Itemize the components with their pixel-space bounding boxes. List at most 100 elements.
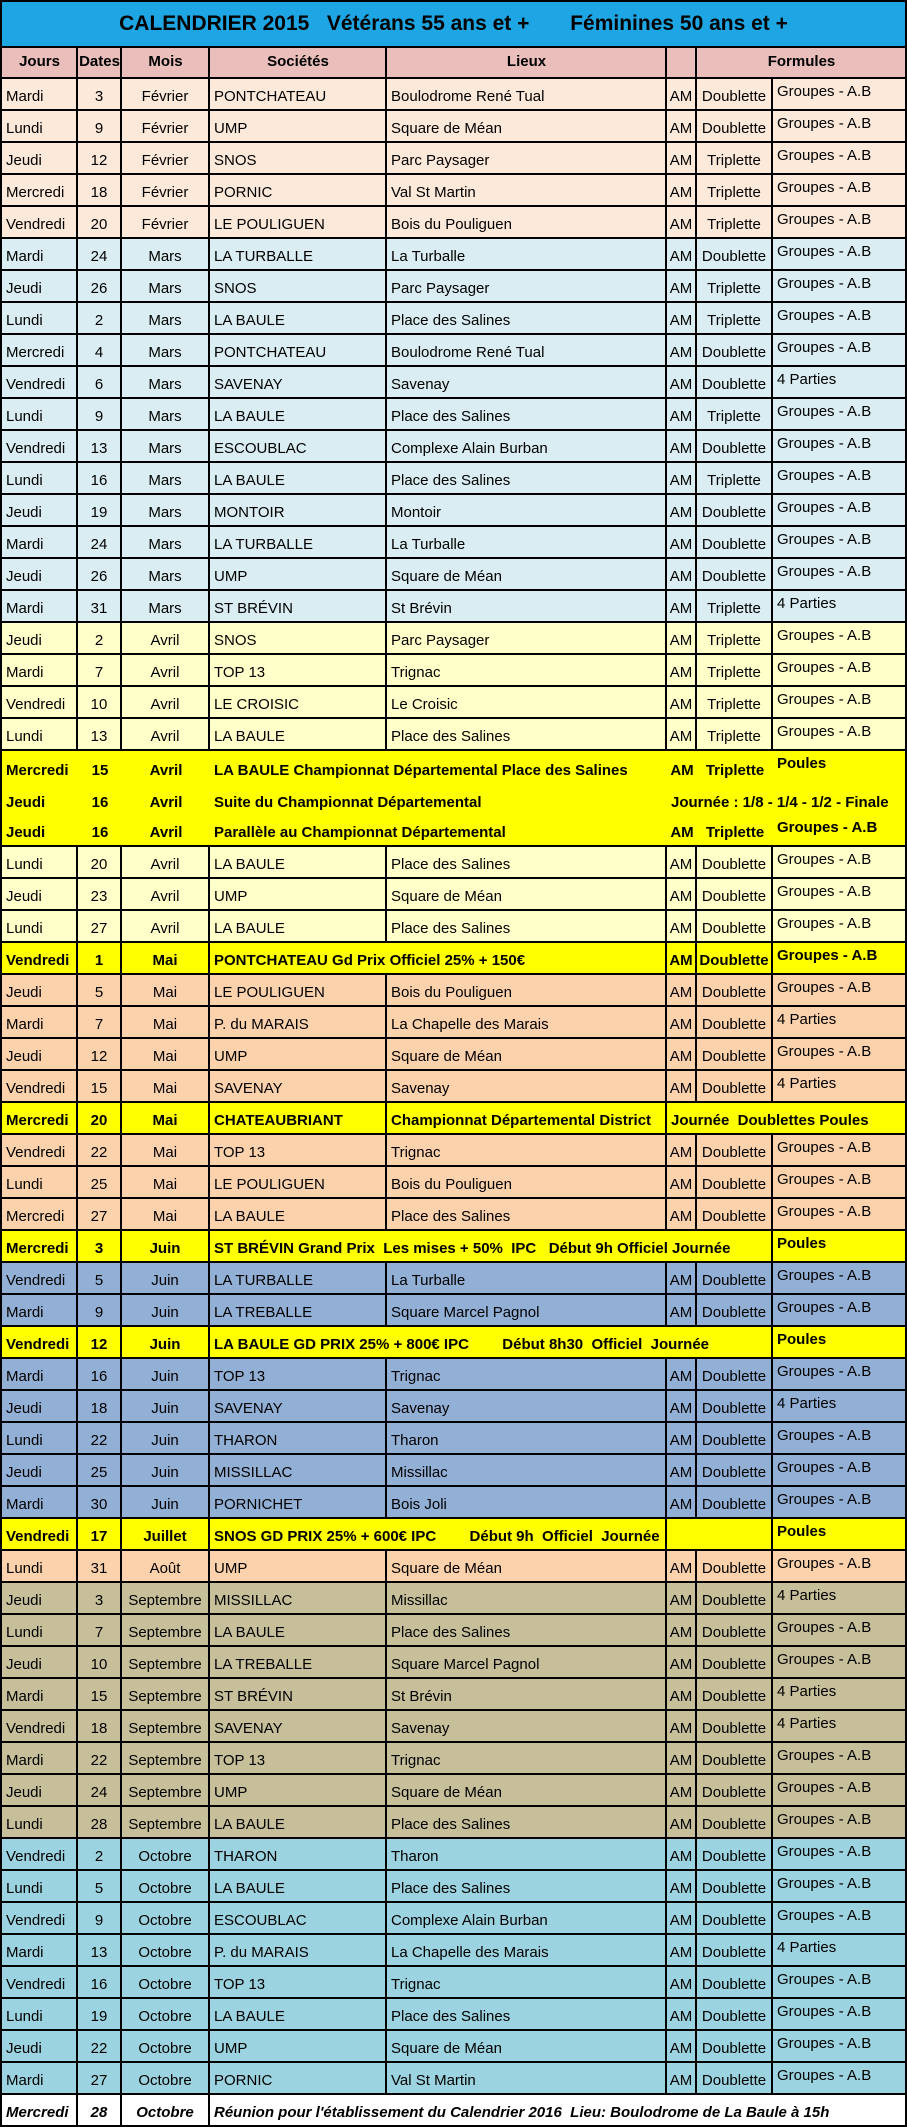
cell-date: 23 [78,879,122,909]
cell-venue: Place des Salines [387,1807,667,1837]
cell-month: Octobre [122,1871,210,1901]
event-row: Mercredi 20 Mai CHATEAUBRIANT Championnat Dé… [2,1103,905,1135]
cell-venue: Place des Salines [387,399,667,429]
header-jours: Jours [2,48,78,77]
cell-month: Février [122,143,210,173]
cell-date: 31 [78,591,122,621]
cell-date: 9 [78,1903,122,1933]
cell-date: 16 [91,794,109,811]
cell-month: Février [122,79,210,109]
cell-formula: Doublette [697,1007,773,1037]
cell-am: AM [667,431,697,461]
cell-month: Septembre [122,1583,210,1613]
cell-date: 16 [91,824,109,841]
cell-day: Lundi [2,111,78,141]
cell-venue: Square de Méan [387,2031,667,2061]
table-row: Lundi 9 Mars LA BAULE Place des Salines AM Tri… [2,399,905,431]
cell-month: Mars [122,431,210,461]
cell-month: Avril [149,794,183,811]
cell-groups: Groupes - A.B [777,1491,872,1508]
cell-groups: Groupes - A.B [777,563,872,580]
cell-club: UMP [210,1551,387,1581]
cell-formula: Doublette [697,1263,773,1293]
cell-month: Mars [122,303,210,333]
cell-date: 18 [78,1711,122,1741]
cell-month: Octobre [122,2063,210,2093]
cell-formula: Triplette [697,303,773,333]
cell-groups: Groupes - A.B [777,339,872,356]
cell-am: AM [667,303,697,333]
cell-venue: Savenay [387,1391,667,1421]
cell-month: Juin [122,1295,210,1325]
cell-month: Juin [122,1391,210,1421]
cell-date: 26 [78,559,122,589]
cell-am: AM [667,463,697,493]
cell-month: Avril [122,847,210,877]
cell-groups: Groupes - A.B [777,211,872,228]
cell-day: Mardi [2,239,78,269]
cell-am: AM [667,1583,697,1613]
cell-month: Septembre [122,1743,210,1773]
cell-date: 6 [78,367,122,397]
cell-club: LA BAULE [210,1999,387,2029]
cell-formula: Doublette [697,527,773,557]
cell-club: LA TURBALLE [210,1263,387,1293]
cell-day: Mardi [2,591,78,621]
cell-am: AM [667,1135,697,1165]
cell-groups: Groupes - A.B [777,819,878,836]
cell-date: 15 [78,1071,122,1101]
cell-formula: Doublette [697,1871,773,1901]
cell-day: Lundi [2,399,78,429]
cell-venue: Trignac [387,1743,667,1773]
cell-date: 12 [78,1039,122,1069]
cell-venue: Missillac [387,1583,667,1613]
table-row: Jeudi 23 Avril UMP Square de Méan AM Doublette… [2,879,905,911]
cell-date: 20 [78,207,122,237]
cell-day: Jeudi [2,1583,78,1613]
cell-am: AM [667,623,697,653]
event-row: Jeudi 16 Avril Parallèle au Championnat Dép… [2,815,905,847]
cell-date: 24 [78,239,122,269]
cell-month: Septembre [122,1647,210,1677]
cell-am: AM [667,975,697,1005]
cell-groups: Groupes - A.B [777,307,872,324]
cell-am: AM [667,1679,697,1709]
cell-day: Vendredi [2,1967,78,1997]
cell-am: AM [667,1295,697,1325]
cell-date: 7 [78,1615,122,1645]
cell-club: THARON [210,1839,387,1869]
cell-day: Jeudi [2,143,78,173]
cell-venue: Championnat Départemental District [387,1103,667,1133]
cell-month: Avril [122,655,210,685]
cell-club: PORNICHET [210,1487,387,1517]
table-row: Vendredi 10 Avril LE CROISIC Le Croisic AM Tri… [2,687,905,719]
cell-am: AM [667,1007,697,1037]
cell-am: AM [667,111,697,141]
cell-groups: Groupes - A.B [777,2067,872,2084]
cell-am: AM [667,1775,697,1805]
cell-venue: Square de Méan [387,559,667,589]
cell-date: 27 [78,1199,122,1229]
cell-formula: Doublette [697,1807,773,1837]
cell-date: 10 [78,687,122,717]
cell-club: SAVENAY [210,1391,387,1421]
cell-day: Mardi [2,2063,78,2093]
cell-event-text: SNOS GD PRIX 25% + 600€ IPC Début 9h Off… [210,1519,667,1549]
cell-club: THARON [210,1423,387,1453]
cell-club: LA BAULE [210,847,387,877]
table-row: Mardi 31 Mars ST BRÉVIN St Brévin AM Triplette… [2,591,905,623]
cell-day: Vendredi [2,431,78,461]
cell-formula: Doublette [697,879,773,909]
cell-club: LE POULIGUEN [210,1167,387,1197]
cell-month: Avril [122,911,210,941]
cell-venue: Trignac [387,1967,667,1997]
table-row: Mardi 24 Mars LA TURBALLE La Turballe AM Doubl… [2,527,905,559]
cell-day: Mercredi [6,762,69,779]
cell-groups: Groupes - A.B [777,1427,872,1444]
cell-am: AM [667,495,697,525]
cell-day: Jeudi [6,824,46,841]
cell-club: SNOS [210,143,387,173]
cell-venue: Complexe Alain Burban [387,1903,667,1933]
cell-club: SNOS [210,271,387,301]
